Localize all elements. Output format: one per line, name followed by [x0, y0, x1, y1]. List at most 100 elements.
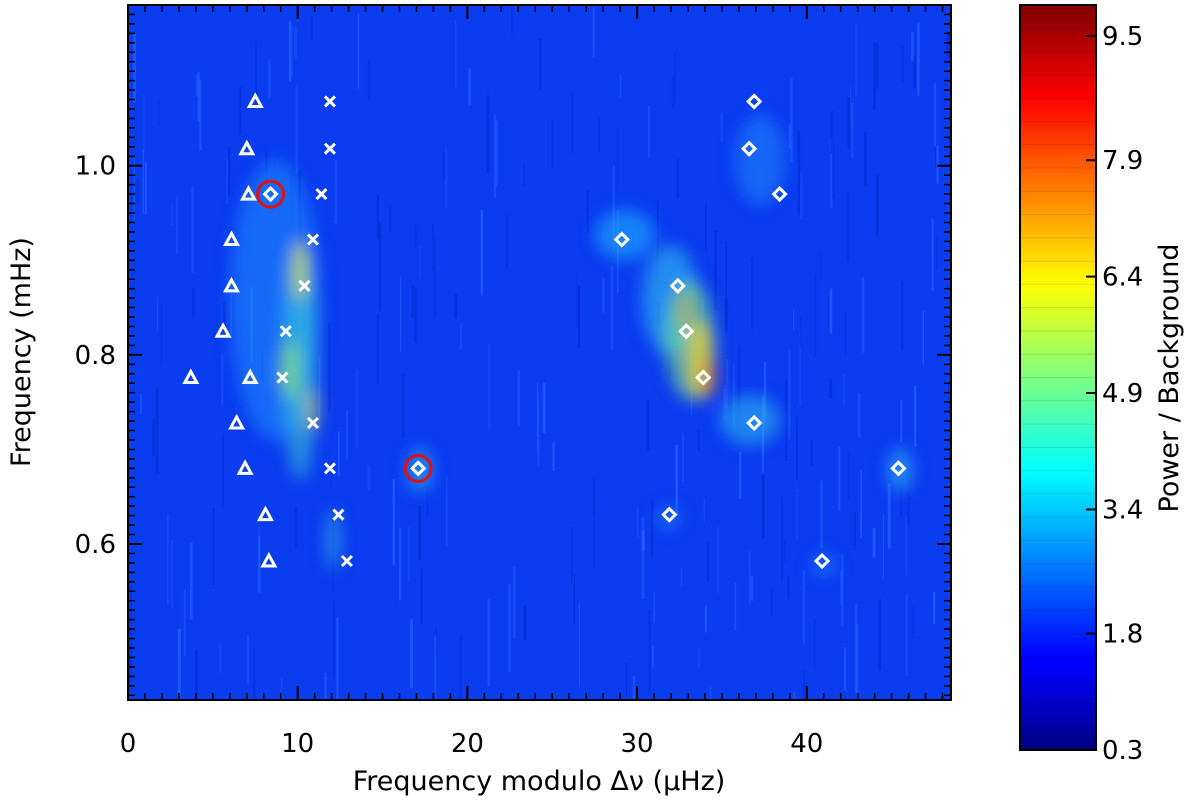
heatmap-streak	[367, 60, 371, 101]
heatmap-streak	[221, 353, 224, 405]
heatmap-streak	[414, 224, 417, 247]
colorbar-bands	[1020, 27, 1096, 728]
cross-marker	[306, 233, 320, 246]
heatmap-streak	[143, 93, 145, 153]
heatmap-streak	[432, 224, 434, 272]
heatmap-streak	[850, 85, 852, 128]
heatmap-streak	[171, 204, 173, 227]
heatmap-streak	[750, 575, 754, 601]
heatmap-streak	[945, 57, 947, 107]
heatmap-streak	[602, 278, 605, 313]
heatmap-streak	[177, 628, 181, 700]
heatmap-streak	[751, 256, 753, 330]
heatmap-power-glow	[230, 115, 912, 577]
heatmap-streak	[357, 13, 360, 90]
minor-ticks	[128, 4, 951, 700]
heatmap-streak	[517, 370, 520, 427]
diamond-marker	[771, 185, 788, 203]
heatmap-streak	[911, 31, 914, 62]
heatmap-streak	[676, 158, 679, 198]
heatmap-streak	[486, 95, 490, 174]
heatmap-streak	[195, 649, 198, 700]
heatmap-streak	[392, 479, 395, 566]
heatmap-streak	[652, 645, 654, 668]
heatmap-streak	[723, 385, 726, 422]
heatmap-streak	[704, 605, 707, 633]
heatmap-streak	[355, 368, 359, 448]
heatmap-streak	[328, 322, 331, 412]
y-tick-label: 0.8	[75, 341, 116, 371]
heatmap-streak	[459, 636, 463, 700]
heatmap-streak	[435, 626, 437, 655]
heatmap-streak	[411, 286, 414, 318]
heatmap-streak	[511, 5, 513, 35]
heatmap-streak	[876, 174, 879, 237]
heatmap-streak	[133, 157, 135, 222]
heatmap-streak	[787, 575, 790, 599]
y-axis-ticks: 0.6 0.8 1.0	[75, 152, 951, 560]
heatmap-streak	[294, 27, 297, 59]
diamond-marker	[613, 231, 630, 248]
heatmap-streak	[128, 644, 131, 686]
heatmap-streak	[725, 241, 727, 322]
heatmap-streak	[551, 120, 554, 169]
heatmap-streak	[761, 474, 765, 539]
heatmap-streak	[650, 499, 654, 557]
diamond-marker	[669, 277, 686, 294]
colorbar-ticks: 0.3 1.8 3.4 4.9 6.4 7.9 9.5	[1086, 22, 1143, 766]
heatmap-streak	[324, 672, 327, 700]
heatmap-streak	[586, 190, 589, 233]
heatmap-streak	[495, 120, 498, 187]
heatmap-streak	[855, 23, 858, 97]
heatmap-streak	[136, 177, 139, 203]
heatmap-streak	[726, 358, 729, 424]
diamond-marker	[262, 185, 279, 203]
heatmap-streak	[460, 323, 462, 350]
heatmap-streak	[239, 86, 242, 135]
heatmap-streak	[612, 165, 615, 249]
heatmap-streak	[797, 131, 800, 216]
heatmap-streak	[738, 345, 741, 414]
highlight-circles	[256, 179, 433, 483]
heatmap-streak	[167, 514, 169, 605]
heatmap-streak	[814, 273, 817, 358]
x-tick-label: 40	[790, 729, 823, 759]
heatmap-streak	[854, 603, 858, 694]
heatmap-streak	[377, 314, 379, 385]
heatmap-streak	[734, 582, 737, 631]
heatmap-streak	[935, 146, 937, 167]
heatmap-streak	[847, 193, 849, 262]
heatmap-streak	[222, 433, 224, 507]
heatmap-streak	[538, 38, 542, 91]
diamond-marker	[661, 506, 678, 523]
x-tick-label: 0	[120, 729, 137, 759]
heatmap-streak	[905, 593, 908, 676]
heatmap-streak	[933, 592, 936, 625]
heatmap-streak	[426, 490, 429, 517]
heatmap-streak	[542, 382, 546, 433]
heatmap-streak	[900, 485, 903, 516]
heatmap-streak	[337, 431, 340, 476]
heatmap-streak	[598, 117, 600, 152]
heatmap-streak	[788, 350, 791, 440]
colorbar-gradient	[1020, 5, 1096, 750]
x-tick-label: 30	[621, 729, 654, 759]
heatmap-streak	[674, 51, 676, 104]
colorbar-frame	[1019, 4, 1097, 751]
triangle-marker	[260, 551, 278, 568]
y-axis-title: Frequency (mHz)	[6, 237, 37, 467]
heatmap-streak	[191, 187, 195, 273]
heatmap-streak	[872, 528, 876, 558]
heatmap-streak	[790, 77, 793, 163]
heatmap-streak	[860, 512, 862, 533]
heatmap-streak	[176, 195, 178, 255]
x-axis-title: Frequency modulo Δν (μHz)	[353, 766, 726, 797]
heatmap-streak	[255, 41, 257, 96]
heatmap-streak	[675, 444, 679, 516]
heatmap-streak	[488, 343, 491, 431]
heatmap-streak	[333, 601, 335, 678]
heatmap-streak	[851, 103, 854, 158]
heatmap-streak	[199, 80, 202, 151]
heatmap-streak	[400, 277, 402, 353]
heatmap-streak	[573, 574, 575, 625]
